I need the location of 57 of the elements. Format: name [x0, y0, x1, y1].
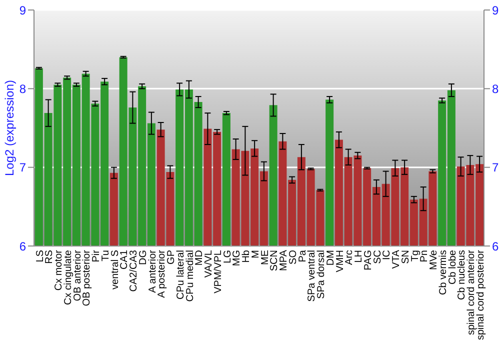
x-tick-label: VMH: [334, 250, 346, 272]
x-tick-label: VPM/VPL: [212, 250, 224, 294]
x-tick-label: Pa: [297, 250, 308, 262]
x-tick-label: MG: [232, 250, 243, 266]
x-tick-label: SO: [288, 250, 299, 264]
x-tick-label: Cb nucleus: [456, 250, 468, 300]
x-tick-label: CPu lateral: [175, 250, 186, 300]
x-tick-label: LH: [354, 250, 365, 263]
x-tick-label: PAG: [362, 250, 374, 270]
x-tick-label: MVe: [428, 250, 440, 270]
x-tick-label: DM: [325, 250, 336, 266]
x-tick-label: CA1: [119, 250, 130, 270]
x-tick-label: OB anterior: [72, 249, 84, 302]
x-tick-label: SPa dorsal: [316, 250, 328, 299]
x-tick-label: GP: [166, 250, 178, 264]
x-tick-label: A anterior: [147, 249, 158, 293]
x-tick-label: Cx cingulate: [62, 250, 74, 306]
x-tick-label: RS: [44, 250, 56, 264]
x-tick-label: SN: [400, 250, 412, 264]
y2-tick-label: 6: [492, 239, 499, 254]
y2-tick-label: 9: [492, 3, 499, 18]
x-tick-label: Cx motor: [54, 249, 65, 291]
x-tick-label: M: [250, 250, 262, 258]
x-tick-label: Cb lobe: [447, 250, 458, 284]
y-tick-label: 8: [19, 82, 26, 96]
y-tick-label: 9: [19, 3, 26, 18]
x-tick-label: ME: [260, 250, 271, 265]
x-tick-label: spinal cord posterior: [475, 249, 486, 340]
x-tick-label: ventral S: [110, 250, 121, 290]
x-tick-label: Pn: [419, 250, 430, 262]
x-tick-label: spinal cord anterior: [466, 249, 478, 336]
x-tick-label: SC: [372, 250, 384, 264]
x-tick-label: CPu medial: [184, 250, 196, 302]
x-tick-label: IC: [382, 250, 393, 260]
x-tick-label: Arc: [344, 250, 356, 265]
x-tick-label: SCN: [269, 250, 280, 272]
x-tick-label: MPA: [278, 250, 290, 271]
x-tick-label: A posterior: [156, 249, 168, 298]
x-tick-label: Cb vermis: [438, 250, 449, 296]
x-tick-label: VTA: [391, 250, 402, 269]
x-tick-label: Tu: [100, 250, 112, 262]
x-tick-label: Hb: [241, 250, 252, 263]
y2-tick-label: 7: [492, 160, 499, 175]
x-tick-label: Pir: [91, 249, 102, 262]
x-tick-label: VA/VL: [204, 250, 215, 278]
x-tick-label: LS: [34, 250, 46, 262]
y-tick-label: 7: [19, 160, 26, 175]
x-tick-label: Tg: [410, 250, 421, 262]
y-axis-title: Log2 (expression): [2, 80, 16, 176]
y-tick-label: 6: [19, 239, 26, 254]
x-tick-label: MD: [194, 250, 206, 266]
x-tick-label: OB posterior: [82, 249, 93, 306]
x-tick-label: LG: [222, 250, 234, 264]
y2-tick-label: 8: [492, 82, 499, 96]
x-tick-label: SPa ventral: [306, 250, 318, 302]
x-tick-label: CA2/CA3: [128, 250, 140, 292]
x-tick-label: DG: [138, 250, 149, 265]
